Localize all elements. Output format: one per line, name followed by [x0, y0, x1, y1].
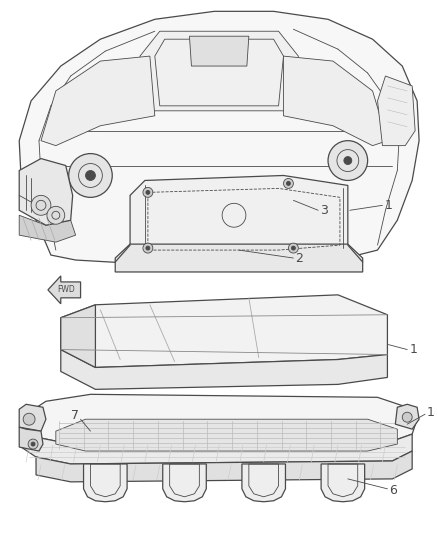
- Polygon shape: [19, 215, 76, 242]
- Text: 3: 3: [320, 204, 328, 217]
- Circle shape: [47, 206, 65, 224]
- Text: 2: 2: [295, 252, 303, 264]
- Text: 1: 1: [427, 406, 435, 419]
- Polygon shape: [190, 36, 249, 66]
- Circle shape: [31, 196, 51, 215]
- Polygon shape: [283, 56, 388, 146]
- Circle shape: [344, 157, 352, 165]
- Circle shape: [283, 179, 293, 188]
- Circle shape: [85, 171, 95, 181]
- Circle shape: [289, 243, 298, 253]
- Polygon shape: [56, 419, 397, 451]
- Circle shape: [143, 243, 153, 253]
- Polygon shape: [321, 464, 365, 502]
- Circle shape: [291, 246, 295, 250]
- Text: FWD: FWD: [57, 285, 74, 294]
- Polygon shape: [19, 404, 46, 431]
- Polygon shape: [36, 451, 412, 482]
- Polygon shape: [242, 464, 286, 502]
- Circle shape: [143, 188, 153, 197]
- Polygon shape: [140, 31, 298, 111]
- Text: 6: 6: [389, 484, 397, 497]
- Circle shape: [69, 154, 112, 197]
- Polygon shape: [61, 305, 95, 367]
- Text: 1: 1: [385, 199, 392, 212]
- Polygon shape: [21, 427, 412, 464]
- Text: 7: 7: [71, 409, 79, 422]
- Circle shape: [286, 181, 290, 185]
- Circle shape: [23, 413, 35, 425]
- Polygon shape: [48, 276, 81, 304]
- Circle shape: [31, 442, 35, 446]
- Polygon shape: [378, 76, 415, 146]
- Polygon shape: [19, 11, 419, 268]
- Polygon shape: [163, 464, 206, 502]
- Circle shape: [146, 246, 150, 250]
- Polygon shape: [61, 350, 388, 389]
- Polygon shape: [84, 464, 127, 502]
- Polygon shape: [19, 158, 73, 225]
- Polygon shape: [61, 295, 388, 367]
- Circle shape: [402, 412, 412, 422]
- Circle shape: [146, 190, 150, 195]
- Polygon shape: [19, 427, 43, 451]
- Text: 1: 1: [409, 343, 417, 356]
- Circle shape: [328, 141, 367, 181]
- Polygon shape: [396, 404, 419, 429]
- Polygon shape: [21, 394, 417, 444]
- Polygon shape: [115, 244, 363, 272]
- Polygon shape: [130, 175, 348, 255]
- Polygon shape: [41, 56, 155, 146]
- Circle shape: [28, 439, 38, 449]
